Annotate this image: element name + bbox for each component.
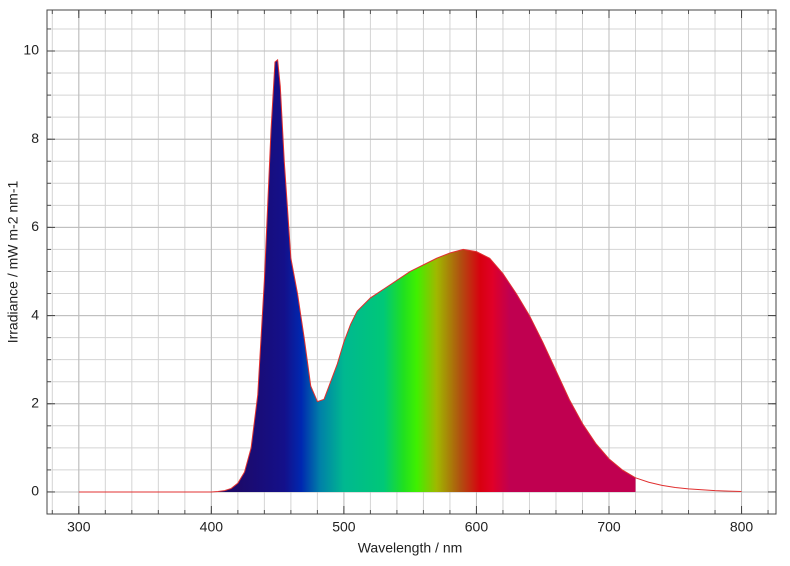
plot-frame [46,9,777,515]
spectrum-line [78,58,742,493]
y-tick-label: 10 [23,42,39,58]
y-axis-label: Irradiance / mW m-2 nm-1 [5,180,21,343]
y-tick-label: 0 [31,483,39,499]
spectrum-fill [211,59,636,492]
x-tick-label: 600 [465,519,489,535]
x-tick-label: 400 [200,519,224,535]
x-tick-label: 300 [67,519,91,535]
x-tick-label: 500 [332,519,356,535]
x-tick-label: 800 [730,519,754,535]
x-tick-label: 700 [597,519,621,535]
x-axis-label: Wavelength / nm [358,540,463,556]
y-tick-label: 8 [31,130,39,146]
y-tick-label: 4 [31,306,39,322]
y-tick-label: 6 [31,218,39,234]
y-tick-label: 2 [31,394,39,410]
